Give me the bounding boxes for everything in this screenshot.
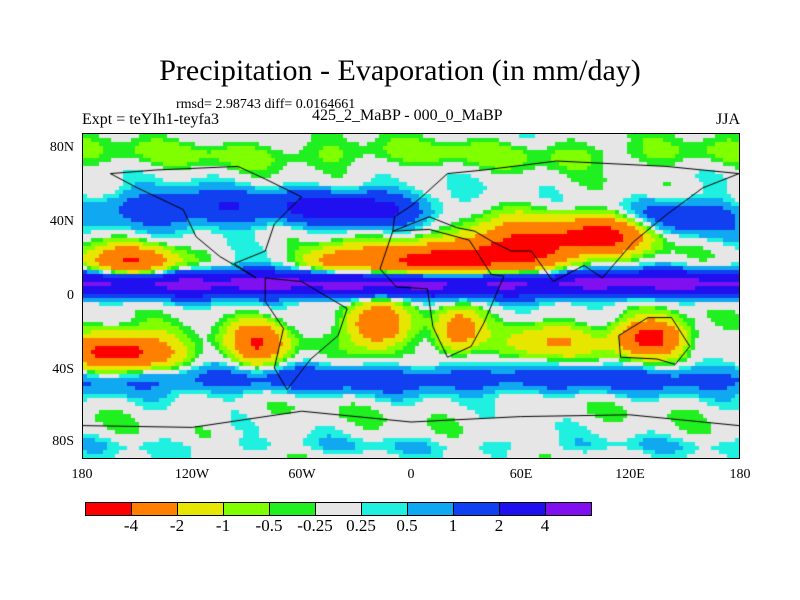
colorbar-swatch [86, 503, 132, 515]
lon-label: 120W [174, 467, 210, 482]
lon-label: 120E [615, 467, 645, 482]
lat-label: 80S [52, 434, 74, 449]
colorbar-swatch [500, 503, 546, 515]
colorbar-swatch [132, 503, 178, 515]
lat-label: 0 [67, 288, 74, 303]
lon-label: 60E [509, 467, 533, 482]
season-label: JJA [715, 111, 740, 128]
lat-label: 40N [49, 214, 74, 229]
colorbar [85, 502, 592, 516]
colorbar-swatch [178, 503, 224, 515]
lon-label: 180 [71, 467, 93, 482]
period-label: 425_2_MaBP - 000_0_MaBP [312, 107, 503, 124]
colorbar-tick-label: 4 [540, 516, 550, 535]
colorbar-swatch [408, 503, 454, 515]
plot-title: Precipitation - Evaporation (in mm/day) [159, 54, 641, 87]
colorbar-swatch [362, 503, 408, 515]
lat-label: 40S [52, 362, 74, 377]
colorbar-swatch [454, 503, 500, 515]
colorbar-swatch [224, 503, 270, 515]
contour-field [83, 134, 739, 458]
colorbar-swatch [270, 503, 316, 515]
colorbar-tick-label: -0.5 [255, 516, 283, 535]
lon-label: 60W [288, 467, 316, 482]
colorbar-tick-label: -2 [169, 516, 185, 535]
lat-label: 80N [49, 140, 74, 155]
colorbar-tick-label: -1 [215, 516, 231, 535]
colorbar-tick-label: -4 [123, 516, 139, 535]
colorbar-tick-label: 0.25 [346, 516, 376, 535]
colorbar-swatch [546, 503, 591, 515]
colorbar-tick-label: 0.5 [396, 516, 418, 535]
lon-label: 0 [407, 467, 415, 482]
colorbar-tick-label: -0.25 [297, 516, 333, 535]
colorbar-tick-label: 2 [494, 516, 504, 535]
colorbar-swatch [316, 503, 362, 515]
experiment-label: Expt = teYIh1-teyfa3 [82, 111, 219, 128]
map-panel [82, 133, 740, 459]
colorbar-tick-label: 1 [448, 516, 458, 535]
lon-label: 180 [729, 467, 751, 482]
stats-label: rmsd= 2.98743 diff= 0.0164661 [176, 97, 356, 112]
